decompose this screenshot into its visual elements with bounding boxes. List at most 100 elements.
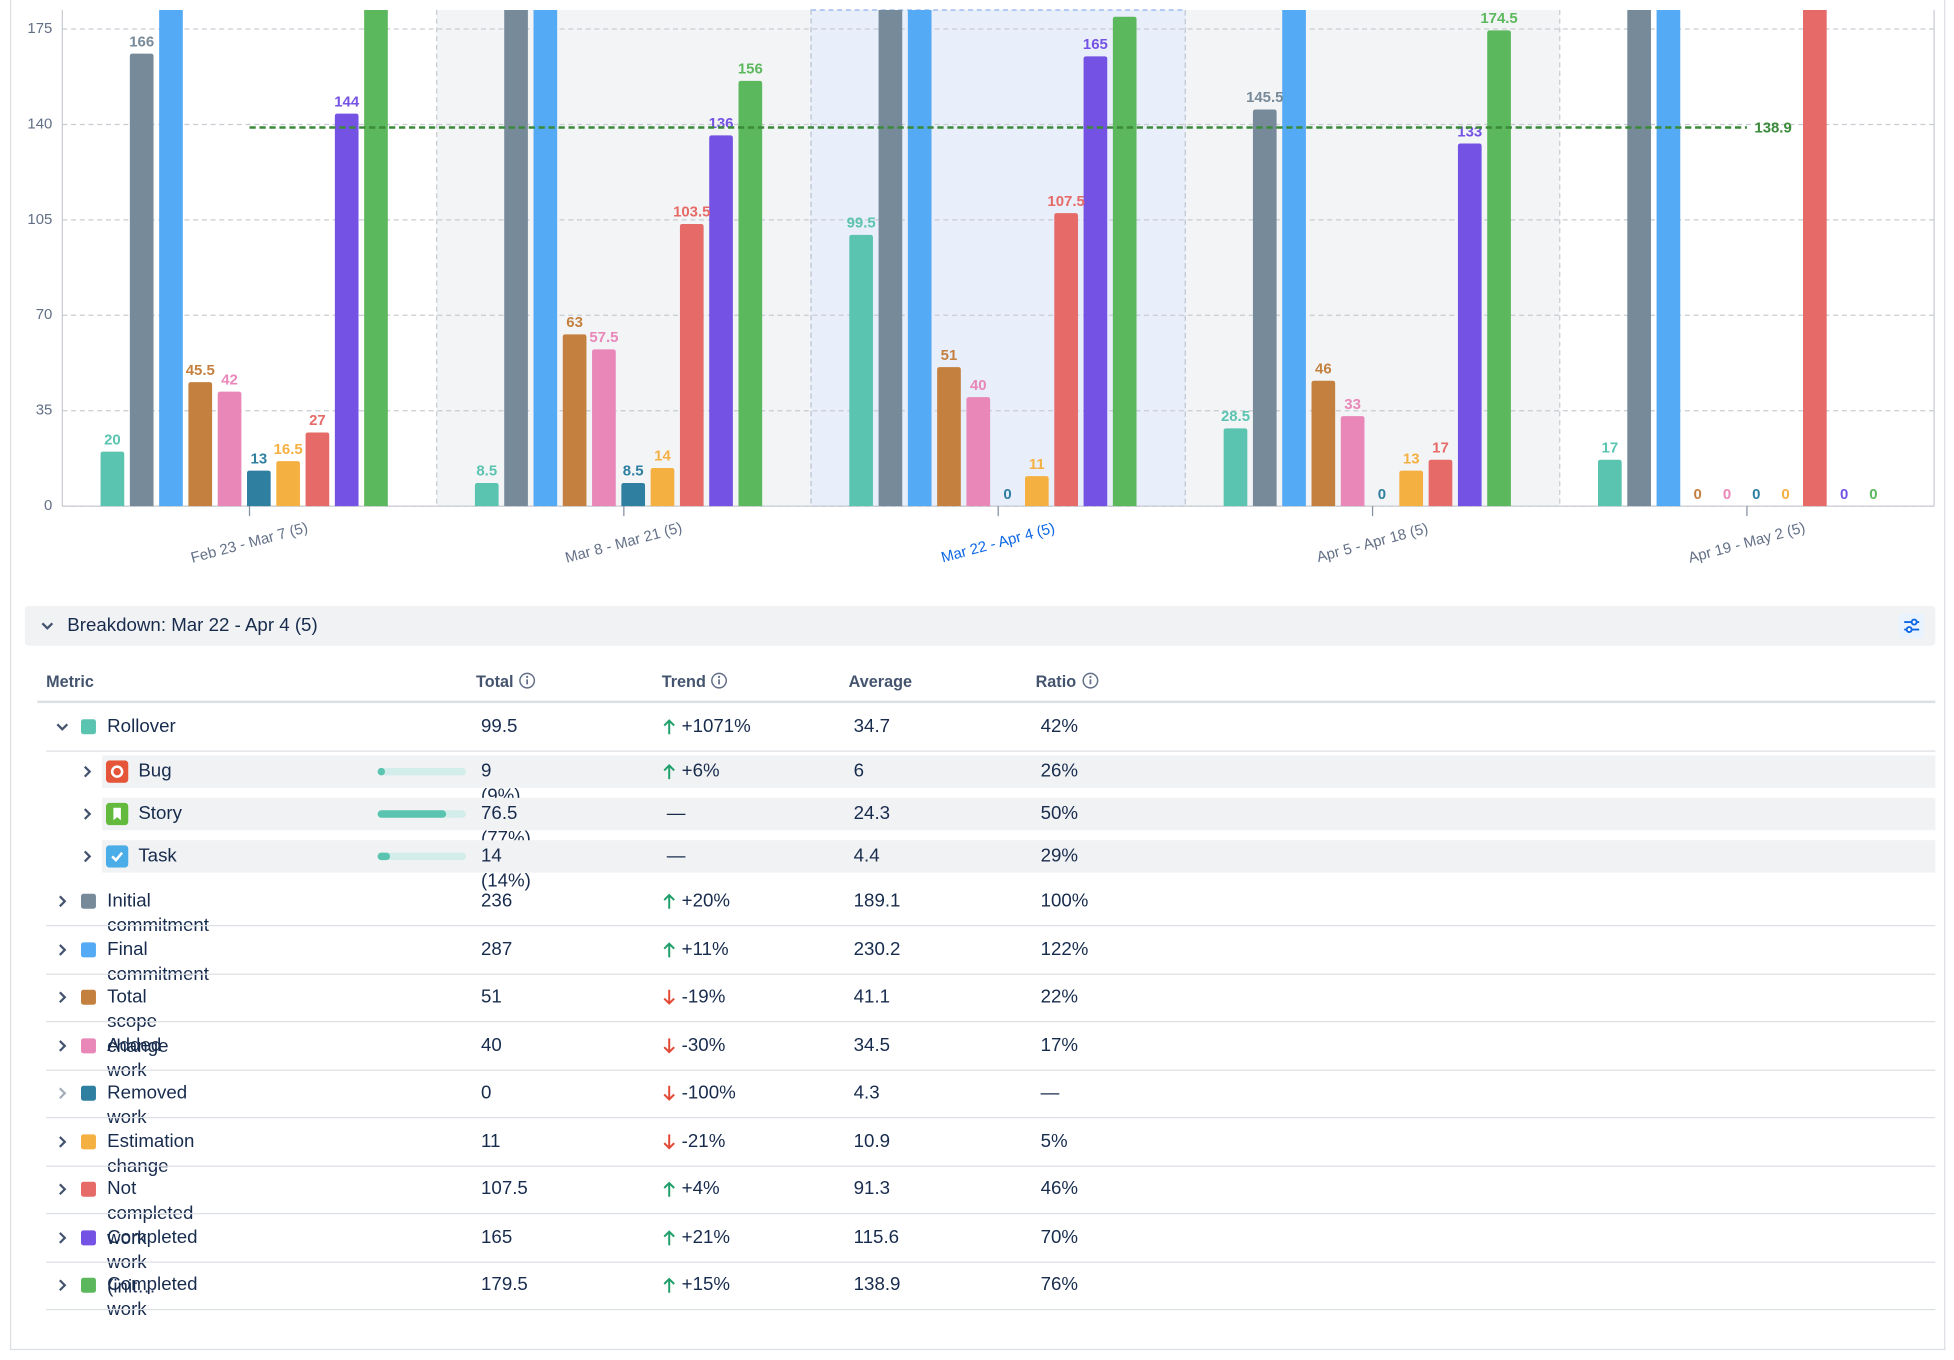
- expand-chevron[interactable]: [54, 1037, 71, 1054]
- y-tick-label: 70: [36, 306, 53, 323]
- average: 115.6: [853, 1226, 900, 1248]
- bar: [1112, 16, 1137, 507]
- column-header: Metric: [46, 671, 94, 693]
- y-tick-label: 140: [27, 115, 52, 132]
- average-label: 138.9: [1754, 120, 1791, 137]
- expand-chevron[interactable]: [54, 1181, 71, 1198]
- trend: +15%: [681, 1274, 731, 1296]
- data-label: 16.5: [274, 441, 303, 458]
- bar: [474, 482, 499, 507]
- info-icon: [519, 672, 536, 689]
- trend: —: [666, 845, 686, 867]
- bar: [1487, 30, 1511, 507]
- bar: [1223, 428, 1248, 507]
- bar: [650, 467, 675, 507]
- legend-swatch: [81, 1277, 96, 1293]
- bar: [188, 382, 213, 507]
- breakdown-title: Breakdown: Mar 22 - Apr 4 (5): [67, 614, 318, 636]
- average: 189.1: [853, 890, 901, 912]
- data-label: 17: [1432, 440, 1449, 457]
- expand-chevron[interactable]: [54, 1133, 71, 1150]
- bar: [305, 432, 330, 507]
- y-tick-label: 0: [44, 497, 52, 514]
- settings-button[interactable]: [1899, 613, 1925, 639]
- bar: [878, 9, 903, 507]
- column-header-label: Total: [476, 671, 514, 691]
- share-bar: [377, 852, 390, 861]
- y-tick-label: 35: [36, 402, 53, 419]
- bar: [1457, 143, 1482, 507]
- trend: -21%: [681, 1130, 726, 1152]
- data-label: 8.5: [623, 463, 644, 480]
- bar: [1598, 459, 1622, 507]
- expand-chevron[interactable]: [54, 989, 71, 1006]
- metric-name: Added work: [107, 1034, 162, 1081]
- column-header-label: Metric: [46, 671, 94, 691]
- x-tick-label: Mar 22 - Apr 4 (5): [939, 520, 1056, 567]
- legend-swatch: [81, 989, 96, 1005]
- bar: [364, 9, 388, 507]
- total: 165: [481, 1226, 513, 1248]
- bar: [937, 367, 961, 507]
- issue-icon: [105, 802, 129, 826]
- expand-chevron[interactable]: [79, 848, 96, 865]
- row-divider: [46, 1020, 1936, 1023]
- column-header: Trend: [662, 671, 729, 693]
- ratio: 29%: [1040, 845, 1079, 867]
- trend-arrow: [662, 891, 677, 911]
- data-label: 0: [1781, 486, 1789, 503]
- ratio: 70%: [1040, 1226, 1079, 1248]
- average: 4.4: [853, 845, 880, 867]
- data-label: 0: [1869, 486, 1877, 503]
- column-header: Ratio: [1036, 671, 1099, 693]
- average: 4.3: [853, 1082, 880, 1104]
- data-label: 99.5: [847, 215, 876, 232]
- ratio: 50%: [1040, 802, 1079, 825]
- data-label: 0: [1003, 486, 1011, 503]
- data-label: 63: [566, 314, 583, 331]
- expand-chevron[interactable]: [54, 1277, 71, 1294]
- expand-chevron[interactable]: [79, 763, 96, 780]
- bar: [129, 53, 154, 507]
- bar: [621, 482, 646, 507]
- data-label: 33: [1344, 396, 1361, 413]
- trend: +11%: [681, 938, 729, 960]
- bar: [1428, 459, 1453, 507]
- bar: [246, 470, 271, 507]
- trend-arrow: [662, 1227, 677, 1247]
- bar: [1054, 213, 1078, 507]
- expand-chevron[interactable]: [79, 805, 96, 822]
- expand-chevron[interactable]: [54, 1085, 71, 1102]
- data-label: 145.5: [1246, 89, 1283, 106]
- data-label: 13: [251, 450, 268, 467]
- data-label: 0: [1694, 486, 1702, 503]
- collapse-chevron[interactable]: [39, 617, 56, 634]
- metric-name: Final commitment: [107, 938, 209, 985]
- average: 6: [853, 760, 865, 782]
- breakdown-header[interactable]: Breakdown: Mar 22 - Apr 4 (5): [24, 605, 1936, 646]
- metric-name: Completed work: [107, 1274, 198, 1321]
- expand-chevron[interactable]: [54, 893, 71, 910]
- share-bar: [377, 810, 446, 818]
- column-header-label: Ratio: [1035, 671, 1077, 691]
- row-divider: [46, 1260, 1936, 1263]
- bar: [849, 234, 873, 507]
- data-label: 8.5: [476, 463, 497, 480]
- data-label: 57.5: [589, 329, 618, 346]
- bar: [1627, 9, 1651, 507]
- trend-arrow: [662, 1035, 677, 1055]
- expand-chevron[interactable]: [54, 718, 71, 735]
- total: 287: [481, 938, 513, 960]
- data-label: 42: [221, 371, 238, 388]
- expand-chevron[interactable]: [54, 941, 71, 958]
- data-label: 144: [334, 93, 360, 110]
- expand-chevron[interactable]: [54, 1229, 71, 1246]
- data-label: 166: [129, 33, 154, 50]
- legend-swatch: [81, 1181, 96, 1197]
- x-tick-label: Mar 8 - Mar 21 (5): [563, 519, 684, 567]
- column-header: Total: [476, 671, 536, 693]
- ratio: 5%: [1040, 1130, 1068, 1152]
- bar: [738, 80, 763, 507]
- row-divider: [46, 1116, 1936, 1119]
- issue-icon: [105, 760, 129, 783]
